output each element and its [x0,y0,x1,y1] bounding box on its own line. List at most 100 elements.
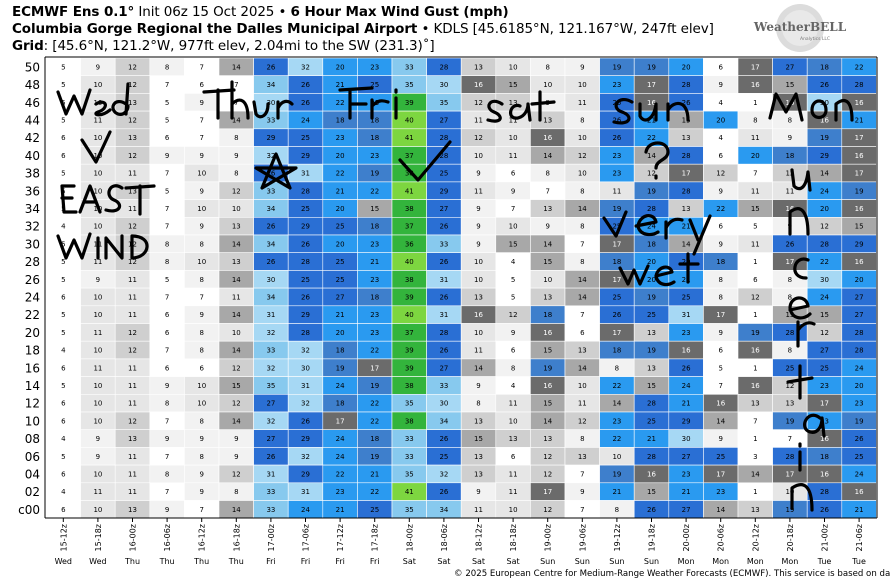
heatmap-cell: 9 [80,447,116,466]
heatmap-cell-value: 31 [301,488,310,496]
heatmap-cell-value: 14 [543,417,552,425]
day-label: Mon [678,557,695,566]
heatmap-cell-value: 11 [474,506,483,514]
heatmap-cell: 8 [564,429,600,448]
heatmap-cell: 9 [495,323,531,342]
heatmap-cell-value: 22 [370,187,379,195]
heatmap-cell: 33 [391,429,427,448]
heatmap-cell: 15 [633,376,670,395]
heatmap-cell-value: 25 [370,506,379,514]
heatmap-cell: 5 [149,93,185,112]
heatmap-cell-value: 9 [718,81,722,89]
heatmap-cell: 28 [772,447,808,466]
heatmap-cell-value: 5 [165,187,169,195]
heatmap-cell-value: 20 [751,152,760,160]
heatmap-cell-value: 23 [370,152,379,160]
heatmap-cell: 6 [45,358,81,377]
heatmap-cell-value: 12 [578,417,587,425]
heatmap-cell: 12 [218,358,254,377]
heatmap-cell: 25 [322,252,358,271]
heatmap-cell-value: 11 [93,258,102,266]
heatmap-cell-value: 7 [165,453,169,461]
heatmap-cell-value: 14 [232,116,241,124]
heatmap-cell-value: 20 [336,152,345,160]
heatmap-cell-value: 30 [301,364,310,372]
heatmap-cell-value: 18 [370,116,379,124]
heatmap-cell: 28 [633,393,670,413]
heatmap-cell: 33 [253,482,289,501]
scribble-thur [202,80,294,120]
heatmap-cell: 14 [703,500,739,519]
heatmap-cell-value: 5 [61,258,65,266]
heatmap-cell-value: 38 [405,170,414,178]
heatmap-cell: 14 [633,146,670,165]
heatmap-cell: 19 [633,287,670,307]
heatmap-cell-value: 20 [682,63,691,71]
heatmap-cell-value: 26 [266,223,275,231]
heatmap-cell-value: 11 [128,293,137,301]
heatmap-cell-value: 6 [165,134,170,142]
heatmap-cell: 25 [806,358,843,377]
heatmap-cell: 39 [391,358,427,377]
heatmap-cell: 11 [564,93,600,112]
heatmap-cell: 8 [184,234,220,254]
heatmap-cell-value: 27 [266,435,275,443]
heatmap-cell: 1 [737,429,773,448]
heatmap-cell: 12 [114,411,151,431]
heatmap-cell-value: 34 [266,240,275,248]
heatmap-cell-value: 13 [509,99,518,107]
heatmap-cell-value: 20 [336,240,345,248]
heatmap-cell-value: 35 [405,81,414,89]
heatmap-cell-value: 37 [405,223,414,231]
scribble-uncertain-r [796,320,816,348]
heatmap-cell-value: 9 [199,187,203,195]
heatmap-cell: 17 [737,57,773,77]
heatmap-cell: 8 [599,500,635,519]
day-label: Tue [817,557,832,566]
heatmap-cell: 17 [841,163,877,183]
heatmap-cell: 34 [253,75,289,94]
heatmap-cell: 39 [391,340,427,360]
heatmap-cell: 9 [703,181,739,200]
heatmap-cell: 10 [564,75,600,94]
heatmap-cell-value: 25 [301,205,310,213]
heatmap-cell-value: 8 [476,400,480,408]
heatmap-cell: 26 [287,234,324,254]
heatmap-cell-value: 11 [93,116,102,124]
heatmap-cell: 4 [45,217,81,236]
heatmap-cell: 13 [114,128,151,147]
heatmap-cell: 24 [841,358,877,377]
heatmap-cell: 25 [287,270,324,289]
heatmap-cell-value: 19 [855,417,864,425]
heatmap-cell-value: 9 [476,205,480,213]
heatmap-cell: 22 [357,482,393,501]
heatmap-cell-value: 17 [716,470,725,478]
heatmap-cell-value: 18 [647,240,656,248]
heatmap-cell-value: 7 [199,506,203,514]
heatmap-cell-value: 12 [543,506,552,514]
heatmap-cell-value: 5 [511,276,515,284]
heatmap-cell-value: 18 [612,258,621,266]
heatmap-cell-value: 27 [266,400,275,408]
heatmap-cell-value: 9 [234,435,238,443]
heatmap-cell-value: 32 [266,417,275,425]
heatmap-cell: 11 [114,393,151,413]
time-label: 19-00z [544,524,553,551]
time-label: 20-00z [682,524,691,551]
heatmap-cell-value: 23 [820,382,829,390]
heatmap-cell: 14 [564,270,600,289]
heatmap-cell-value: 8 [234,134,238,142]
heatmap-cell: 20 [841,376,877,395]
heatmap-cell-value: 26 [439,488,448,496]
heatmap-cell: 10 [80,464,116,484]
heatmap-cell-value: 7 [199,116,203,124]
heatmap-cell: 18 [530,305,566,324]
heatmap-cell-value: 7 [165,417,169,425]
heatmap-cell-value: 1 [753,99,757,107]
heatmap-cell: 13 [633,358,670,377]
heatmap-cell: 8 [530,163,566,183]
heatmap-cell: 11 [599,181,635,200]
heatmap-cell: 31 [287,376,324,395]
heatmap-cell: 12 [530,500,566,519]
heatmap-cell: 9 [460,376,497,395]
